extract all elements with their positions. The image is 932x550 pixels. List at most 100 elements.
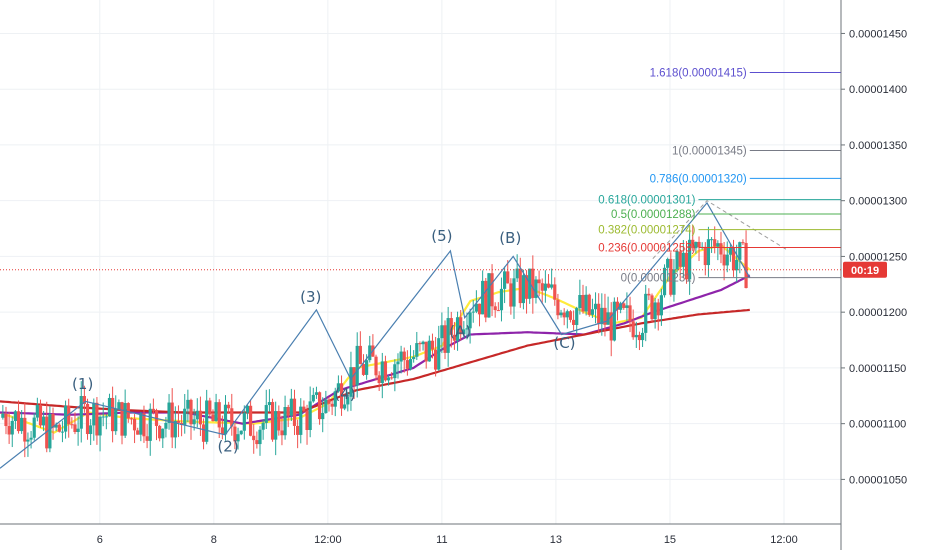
wave-label: (5) bbox=[431, 227, 452, 245]
candle-body bbox=[424, 341, 428, 362]
candle-body bbox=[741, 242, 745, 244]
candle-body bbox=[132, 418, 137, 431]
candle-body bbox=[321, 412, 325, 420]
candle-body bbox=[506, 271, 510, 284]
candle-body bbox=[48, 414, 52, 449]
candle-body bbox=[79, 396, 83, 429]
candle-body bbox=[289, 398, 293, 416]
candle-body bbox=[129, 418, 134, 420]
candle-body bbox=[731, 247, 736, 271]
candle-body bbox=[252, 435, 256, 441]
fib-level-label: 0(0.00001231) bbox=[621, 273, 696, 285]
candle-body bbox=[314, 392, 319, 395]
candle-body bbox=[481, 280, 485, 315]
candle-body bbox=[684, 252, 689, 280]
candle-body bbox=[280, 430, 284, 436]
candle-body bbox=[352, 367, 356, 386]
candle-body bbox=[32, 417, 36, 438]
wave-label: (C) bbox=[553, 334, 575, 352]
candle-body bbox=[258, 429, 262, 445]
candle-body bbox=[139, 413, 143, 435]
candle-body bbox=[631, 321, 635, 338]
candle-body bbox=[104, 416, 108, 418]
candle-body bbox=[412, 356, 416, 360]
candle-body bbox=[339, 383, 344, 409]
candle-body bbox=[550, 284, 554, 288]
candle-body bbox=[587, 294, 591, 315]
candle-body bbox=[437, 338, 441, 370]
candle-body bbox=[440, 325, 444, 339]
candle-body bbox=[277, 411, 281, 431]
candle-body bbox=[230, 408, 234, 427]
time-axis[interactable]: 6 8 12:00 11 13 15 12:00 bbox=[0, 523, 841, 546]
candle-body bbox=[136, 430, 140, 435]
candle-body bbox=[396, 361, 400, 365]
candle-body bbox=[189, 399, 193, 425]
candle-body bbox=[446, 318, 450, 353]
candle-body bbox=[195, 410, 199, 420]
candle-body bbox=[214, 402, 218, 422]
candle-body bbox=[537, 279, 541, 284]
y-tick-label: 0.00001150 bbox=[849, 363, 906, 375]
candle-body bbox=[365, 360, 369, 375]
candle-body bbox=[239, 430, 243, 435]
elliott-wave-lines: (1) (2) (3) (4) (5) (A) (B) (C) bbox=[0, 200, 788, 469]
candle-body bbox=[38, 404, 43, 426]
candle-body bbox=[183, 408, 187, 425]
candle-body bbox=[302, 406, 306, 411]
candle-body bbox=[666, 258, 670, 268]
candle-body bbox=[496, 310, 500, 312]
candle-body bbox=[706, 239, 711, 266]
y-tick-label: 0.00001350 bbox=[849, 140, 907, 152]
candle-body bbox=[603, 307, 607, 325]
candle-body bbox=[317, 392, 322, 420]
fibonacci-levels: 1.618(0.00001415) 1(0.00001345) 0.786(0.00… bbox=[598, 67, 841, 285]
candle-body bbox=[349, 367, 353, 397]
y-tick-label: 0.00001200 bbox=[849, 307, 907, 319]
candle-body bbox=[236, 434, 240, 442]
candle-body bbox=[26, 439, 30, 442]
candle-body bbox=[220, 427, 224, 435]
candle-body bbox=[615, 301, 620, 310]
candle-body bbox=[675, 251, 679, 270]
candle-body bbox=[738, 242, 742, 260]
candle-body bbox=[223, 404, 228, 435]
candle-body bbox=[405, 360, 409, 369]
candle-body bbox=[716, 243, 720, 247]
candle-body bbox=[402, 351, 406, 361]
candle-body bbox=[305, 410, 309, 430]
candle-body bbox=[292, 398, 297, 426]
candlesticks bbox=[1, 224, 748, 458]
candle-body bbox=[709, 239, 714, 241]
candle-body bbox=[515, 268, 519, 279]
candle-body bbox=[459, 317, 463, 335]
candle-body bbox=[245, 405, 250, 413]
candle-body bbox=[142, 413, 146, 437]
candle-body bbox=[562, 312, 566, 318]
candle-body bbox=[92, 402, 96, 426]
y-tick-label: 0.00001050 bbox=[849, 474, 907, 486]
x-tick-label: 12:00 bbox=[314, 534, 342, 546]
projection-dashed-line bbox=[652, 200, 788, 260]
x-tick-label: 13 bbox=[550, 534, 562, 546]
candle-body bbox=[625, 305, 629, 308]
candle-body bbox=[270, 402, 275, 440]
candle-body bbox=[653, 302, 657, 320]
candle-body bbox=[546, 283, 551, 288]
candle-body bbox=[380, 361, 384, 384]
candle-body bbox=[518, 268, 522, 304]
candle-body bbox=[82, 396, 86, 404]
candle-body bbox=[719, 243, 723, 255]
candle-body bbox=[393, 364, 397, 379]
candle-body bbox=[170, 402, 174, 438]
candle-body bbox=[324, 399, 328, 413]
candle-body bbox=[634, 334, 638, 338]
candle-body bbox=[255, 440, 259, 445]
candle-body bbox=[443, 325, 447, 353]
candle-body bbox=[590, 309, 595, 315]
candle-body bbox=[703, 246, 707, 266]
candle-body bbox=[377, 375, 381, 384]
candle-body bbox=[164, 422, 168, 429]
price-axis[interactable]: 0.00001050 0.00001100 0.00001150 0.00001200… bbox=[0, 0, 907, 550]
